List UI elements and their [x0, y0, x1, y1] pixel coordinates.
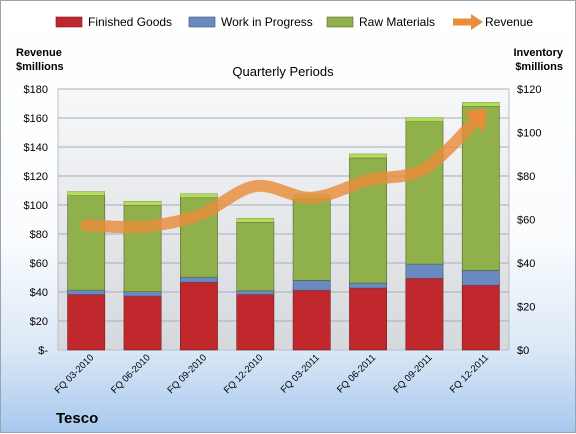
bar-segment-top [180, 193, 218, 198]
bar-segment [461, 284, 500, 351]
right-tick-label: $80 [517, 171, 535, 183]
left-tick-label: $60 [30, 258, 48, 270]
right-tick-label: $60 [517, 215, 535, 227]
legend-swatch [188, 16, 216, 28]
right-axis-ticks: $0 $20 $40 $60 $80 $100 $120 [517, 84, 541, 357]
bar-segment [236, 290, 275, 295]
legend: Finished Goods Work in Progress Raw Materi… [55, 14, 533, 30]
x-tick-label: FQ 12-2010 [222, 352, 266, 396]
x-tick-label: FQ 03-2010 [53, 352, 97, 396]
company-label: Tesco [56, 410, 98, 427]
left-tick-label: $120 [24, 171, 48, 183]
left-axis-ticks: $- $20 $40 $60 $80 $100 $120 $140 $160 $180 [24, 84, 49, 357]
bar-segment [123, 205, 162, 293]
bar-segment-top [405, 117, 444, 122]
left-axis-label-line1: Revenue [16, 47, 62, 59]
x-tick-label: FQ 06-2010 [109, 352, 153, 396]
legend-label: Finished Goods [88, 15, 172, 29]
legend-label: Revenue [485, 15, 533, 29]
revenue-arrowhead [463, 109, 487, 133]
bar-segment [123, 295, 162, 351]
left-tick-label: $160 [24, 113, 48, 125]
right-tick-label: $100 [517, 128, 541, 140]
bar-segment [349, 282, 387, 289]
bar-segment [405, 121, 444, 265]
bar-segment [123, 291, 162, 297]
bar-segment [292, 289, 331, 351]
right-tick-label: $120 [517, 84, 541, 96]
bar-segment [292, 198, 331, 281]
right-axis-label-line1: Inventory [513, 47, 563, 59]
bar-segment [180, 276, 218, 283]
bar-segment [292, 280, 331, 291]
bar-segment-top [462, 102, 500, 107]
x-tick-label: FQ 03-2011 [279, 352, 322, 395]
right-tick-label: $20 [517, 302, 535, 314]
x-tick-label: FQ 12-2011 [448, 352, 491, 395]
left-tick-label: $80 [30, 229, 48, 241]
x-tick-label: FQ 09-2010 [165, 352, 209, 396]
x-tick-label: FQ 09-2011 [391, 352, 434, 395]
bar-segment [236, 294, 275, 351]
revenue-line [80, 109, 487, 234]
legend-swatch [326, 16, 354, 28]
right-tick-label: $40 [517, 258, 535, 270]
legend-swatch [55, 16, 83, 28]
bar-segment [405, 263, 444, 279]
bar-segment-top [349, 153, 387, 159]
left-tick-label: $180 [24, 84, 48, 96]
bar-segment [180, 281, 218, 351]
right-tick-label: $0 [517, 345, 529, 357]
bar-segment-top [67, 191, 105, 196]
revenue-line-layer [80, 109, 487, 234]
bar-segment [405, 277, 444, 351]
chart-title: Quarterly Periods [232, 64, 334, 79]
bar-segment [67, 294, 106, 351]
legend-label: Raw Materials [359, 15, 435, 29]
left-tick-label: $100 [24, 200, 48, 212]
bar-segment [349, 287, 387, 351]
stacked-bars [67, 102, 500, 351]
bar-segment-top [236, 218, 275, 223]
left-tick-label: $140 [24, 142, 48, 154]
legend-label: Work in Progress [221, 15, 313, 29]
left-tick-label: $20 [30, 316, 48, 328]
x-tick-label: FQ 06-2011 [335, 352, 378, 395]
bar-segment [236, 222, 275, 292]
left-tick-label: $40 [30, 287, 48, 299]
right-axis-label-line2: $millions [515, 61, 563, 73]
bar-segment [67, 195, 106, 291]
bar-segment [461, 270, 500, 286]
bar-segment-top [123, 201, 162, 206]
x-axis-ticks: FQ 03-2010 FQ 06-2010 FQ 09-2010 FQ 12-2010… [53, 352, 491, 396]
bar-segment [67, 289, 106, 295]
left-axis-label-line2: $millions [16, 61, 64, 73]
legend-swatch-arrow [471, 14, 483, 30]
left-tick-label: $- [38, 345, 48, 357]
